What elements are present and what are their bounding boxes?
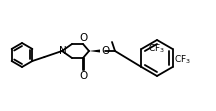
Text: CF$_3$: CF$_3$ xyxy=(174,54,191,66)
Text: N: N xyxy=(59,46,67,56)
Text: O: O xyxy=(79,33,87,43)
Text: O: O xyxy=(101,46,109,56)
Text: CF$_3$: CF$_3$ xyxy=(148,42,165,55)
Text: O: O xyxy=(79,71,87,81)
Polygon shape xyxy=(89,50,100,53)
